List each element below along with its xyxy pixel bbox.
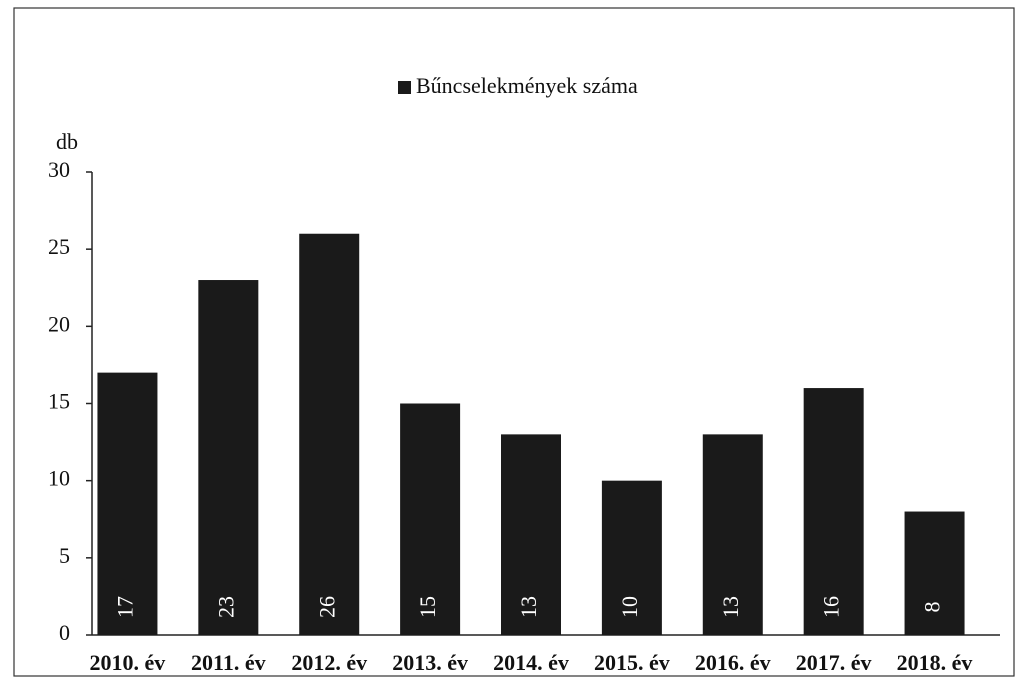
data-label: 10 [617,596,642,618]
bar [400,403,461,635]
data-label: 23 [213,596,238,618]
bar [702,434,763,635]
y-tick-label: 15 [48,389,70,414]
x-tick-label: 2010. év [90,650,166,675]
data-label: 26 [314,596,339,618]
y-tick-label: 30 [48,157,70,182]
legend-label: Bűncselekmények száma [416,73,638,98]
x-tick-label: 2011. év [191,650,266,675]
bar [97,372,158,635]
x-tick-label: 2016. év [695,650,771,675]
x-tick-label: 2014. év [493,650,569,675]
y-tick-label: 25 [48,234,70,259]
bar [299,233,360,635]
data-label: 15 [415,596,440,618]
y-axis-label: db [56,129,78,154]
x-tick-label: 2012. év [291,650,367,675]
chart-frame [13,7,1015,677]
bar [198,280,259,635]
data-label: 8 [920,602,945,613]
x-tick-label: 2018. év [897,650,973,675]
bar [601,480,662,635]
bar [803,388,864,635]
x-tick-label: 2013. év [392,650,468,675]
bar [904,511,965,635]
y-tick-label: 0 [59,620,70,645]
legend-swatch [398,81,411,94]
y-tick-label: 5 [59,543,70,568]
y-tick-label: 10 [48,466,70,491]
x-tick-label: 2017. év [796,650,872,675]
bar [501,434,561,635]
data-label: 17 [112,596,137,618]
data-label: 16 [819,596,844,618]
x-tick-label: 2015. év [594,650,670,675]
data-label: 13 [718,596,743,618]
y-tick-label: 20 [48,311,70,336]
data-label: 13 [516,596,541,618]
